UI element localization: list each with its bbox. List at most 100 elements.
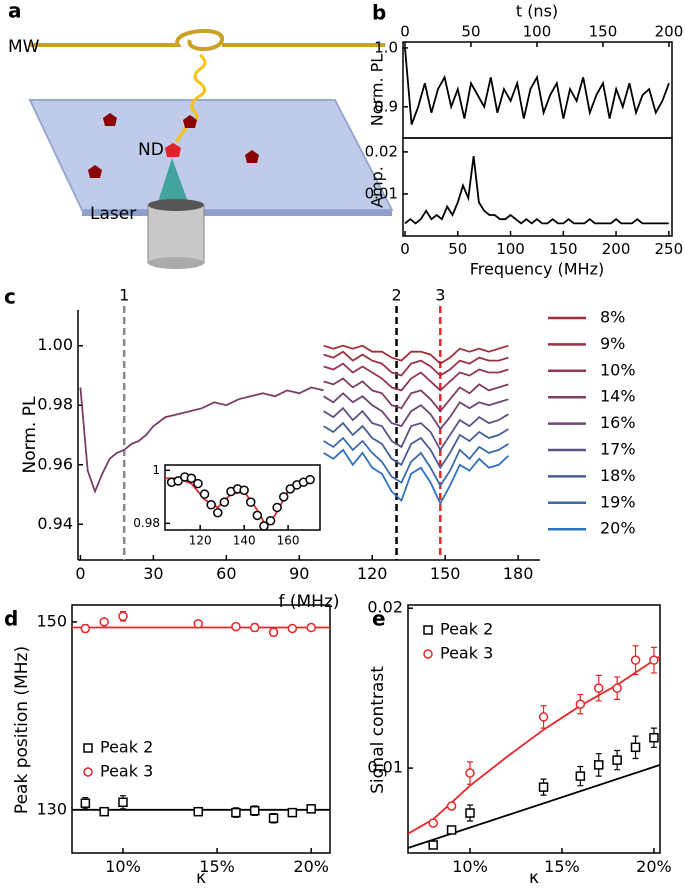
- legend-label: Peak 3: [100, 762, 153, 781]
- objective: [147, 204, 205, 264]
- marker: [259, 521, 269, 531]
- illustration: MW ND Laser: [8, 28, 394, 269]
- objective-top: [148, 199, 204, 211]
- marker: [287, 807, 298, 818]
- x-tick-label: 20%: [293, 857, 329, 876]
- marker: [428, 840, 438, 850]
- legend-swatch: [423, 649, 433, 659]
- marker: [538, 782, 549, 792]
- nd-target: [165, 143, 181, 157]
- x-tick-label: 0: [75, 564, 85, 583]
- nd: [245, 150, 259, 163]
- y-tick-label: 130: [36, 799, 67, 818]
- marker-line-label: 1: [119, 286, 129, 305]
- marker: [268, 627, 279, 637]
- marker: [239, 485, 249, 495]
- axes-frame: [71, 604, 331, 854]
- marker: [306, 622, 316, 633]
- legend-label: Peak 2: [100, 738, 153, 757]
- x-tick-label: 150: [549, 240, 578, 258]
- data-line: [323, 421, 509, 470]
- marker: [306, 804, 316, 814]
- fit-line: [407, 655, 661, 835]
- marker: [446, 825, 457, 835]
- x-tick-label: 250: [655, 240, 684, 258]
- data-line: [323, 448, 510, 506]
- plate: [28, 99, 394, 211]
- panel-label: a: [8, 0, 22, 23]
- marker: [630, 655, 641, 665]
- y-tick-label: 0.02: [367, 598, 403, 617]
- marker: [538, 712, 549, 722]
- x-tick-label: 20%: [636, 857, 672, 876]
- legend-label: 9%: [600, 334, 625, 353]
- data-line: [323, 392, 509, 431]
- laser-beam: [158, 158, 188, 202]
- data-line: [323, 350, 509, 377]
- x-tick-label: 0: [400, 240, 410, 258]
- legend-swatch: [83, 743, 93, 753]
- y-tick-label: 0.98: [37, 395, 73, 414]
- data-line: [323, 436, 509, 488]
- y-axis-label: Amp.: [368, 166, 387, 208]
- marker: [612, 755, 622, 765]
- marker: [193, 478, 203, 489]
- y-tick-label: 150: [36, 611, 67, 630]
- marker: [173, 476, 183, 486]
- marker: [630, 742, 641, 753]
- panel-label: d: [4, 607, 18, 631]
- marker: [80, 798, 91, 808]
- x-tick-label: 30: [143, 564, 163, 583]
- axes-frame: [407, 604, 661, 854]
- marker: [287, 623, 298, 634]
- label: MW: [8, 37, 40, 57]
- x-tick-label: 140: [233, 533, 256, 547]
- x-tick-label: 180: [503, 564, 534, 583]
- panel-label: c: [4, 285, 16, 309]
- marker: [265, 515, 276, 526]
- legend-label: Peak 3: [440, 644, 493, 663]
- axes-frame: [164, 464, 321, 531]
- data-line: [404, 47, 670, 125]
- y-axis-label: Peak position (MHz): [12, 646, 32, 814]
- marker: [118, 611, 128, 622]
- marker: [99, 806, 109, 817]
- x-tick-label: 100: [496, 240, 525, 258]
- marker-line-label: 2: [391, 286, 401, 305]
- marker: [80, 623, 91, 634]
- nd: [103, 113, 117, 126]
- marker: [649, 655, 659, 665]
- marker: [213, 508, 223, 518]
- marker: [465, 768, 475, 778]
- x-axis-label: κ: [529, 868, 539, 888]
- y-axis-label: Norm. PL: [368, 54, 387, 126]
- legend-label: 8%: [600, 308, 625, 327]
- x-axis-label: κ: [196, 868, 206, 888]
- marker: [285, 484, 296, 494]
- legend-label: 20%: [600, 519, 636, 538]
- x-tick-label: 200: [655, 23, 684, 41]
- y-tick-label: 0.02: [365, 142, 398, 160]
- x-tick-label: 60: [216, 564, 236, 583]
- marker: [118, 797, 128, 808]
- marker: [219, 497, 230, 507]
- axes-frame: [402, 137, 673, 237]
- marker: [305, 474, 315, 485]
- y-tick-label: 0.01: [367, 758, 403, 777]
- data-line: [323, 406, 509, 452]
- data-line: [323, 344, 509, 365]
- nanodiamonds: [88, 113, 259, 178]
- marker: [193, 806, 204, 817]
- marker: [249, 622, 260, 633]
- legend-label: Peak 2: [440, 620, 493, 639]
- label: Laser: [90, 204, 136, 224]
- marker-line-label: 3: [435, 286, 445, 305]
- x-tick-label: 10%: [452, 857, 488, 876]
- x-tick-label: 120: [189, 533, 212, 547]
- x-axis-label: t (ns): [516, 2, 558, 21]
- marker: [272, 502, 282, 513]
- legend-label: 16%: [600, 413, 636, 432]
- marker: [231, 621, 241, 632]
- y-tick-label: 0.94: [37, 514, 73, 533]
- y-tick-label: 0.01: [365, 184, 398, 202]
